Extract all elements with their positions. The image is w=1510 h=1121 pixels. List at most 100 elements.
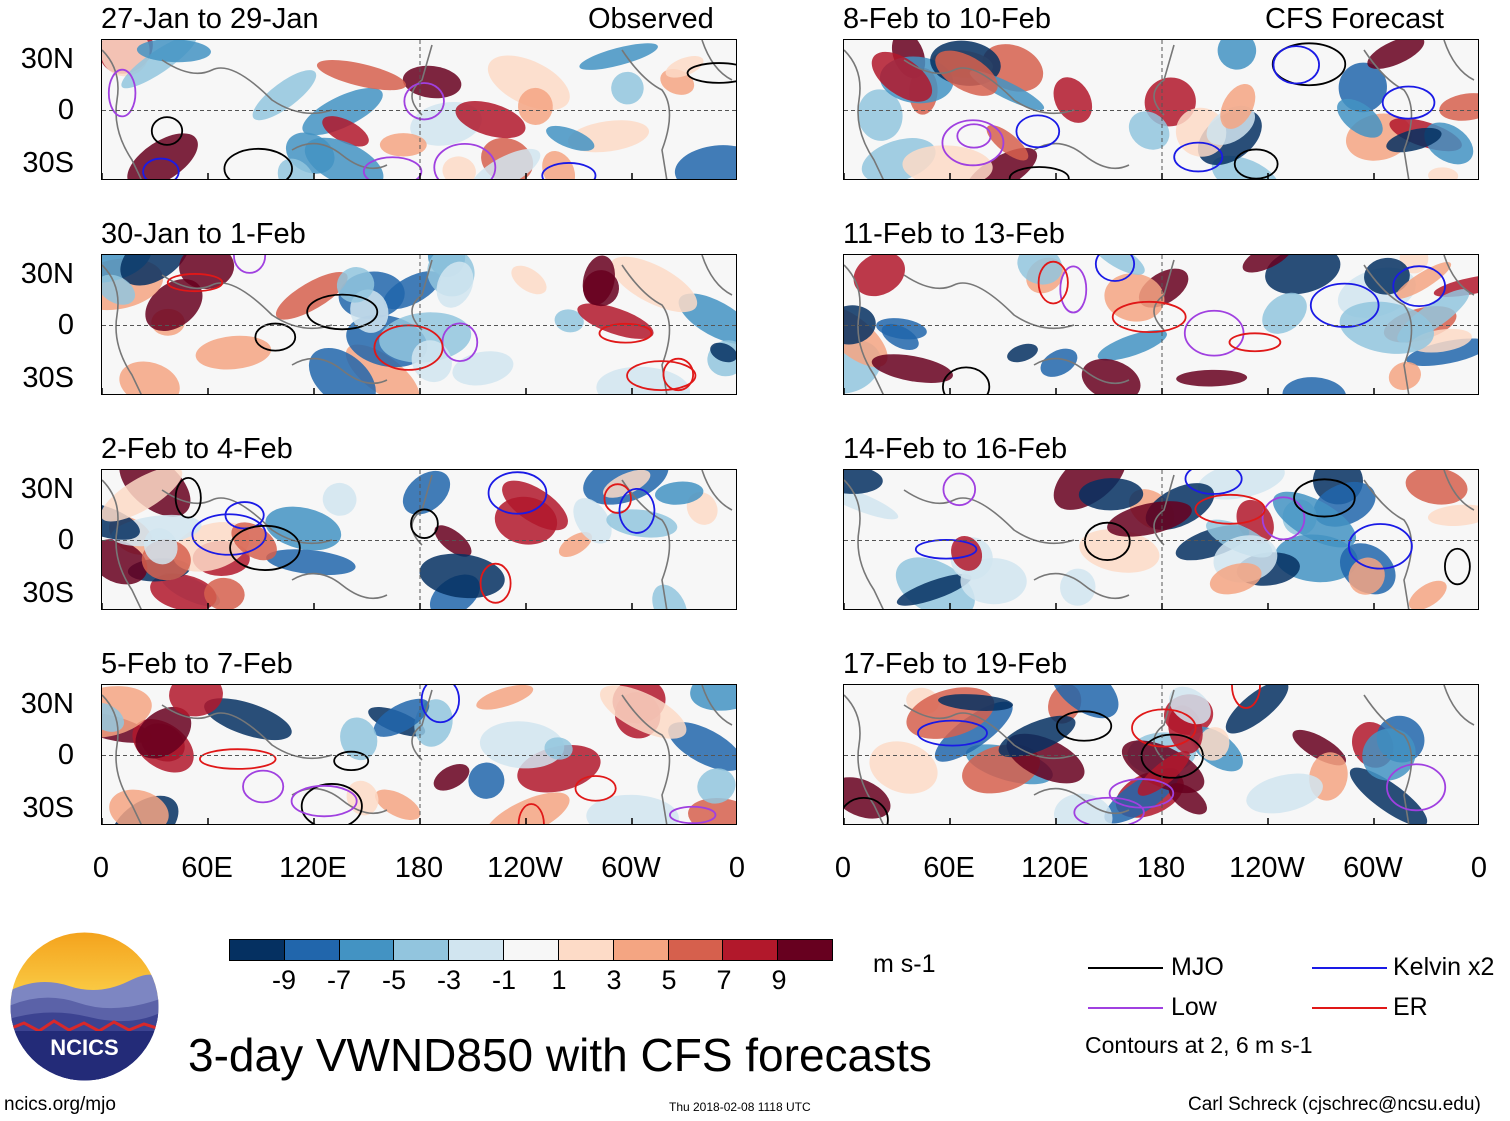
anomaly-blob — [1078, 478, 1144, 511]
anomaly-blob — [1262, 292, 1307, 334]
coastline — [161, 489, 333, 545]
anomaly-blob — [853, 255, 905, 297]
contour-line — [662, 357, 695, 392]
coastline — [291, 357, 388, 385]
colorbar-swatch — [668, 940, 724, 960]
anomaly-blob — [1137, 751, 1190, 796]
contour-line — [1231, 685, 1261, 709]
anomaly-blob — [690, 685, 736, 711]
anomaly-blob — [869, 741, 938, 794]
anomaly-blob — [434, 525, 472, 557]
anomaly-blob — [896, 573, 972, 606]
coastline — [1033, 572, 1130, 600]
coastline — [903, 704, 1075, 760]
anomaly-blob — [502, 480, 568, 531]
colorbar-swatch — [504, 940, 559, 960]
anomaly-blob — [902, 145, 993, 179]
anomaly-blob — [340, 717, 378, 761]
y-tick-label: 0 — [57, 739, 74, 771]
anomaly-blob — [857, 89, 903, 141]
anomaly-blob — [455, 101, 526, 139]
panel-title: 14-Feb to 16-Feb — [843, 433, 1068, 465]
anomaly-blob — [195, 335, 272, 370]
y-tick-label: 30S — [22, 792, 74, 824]
anomaly-blob — [871, 51, 933, 102]
x-tick-label: 120E — [279, 852, 347, 884]
x-tick-label: 60E — [181, 852, 233, 884]
contour-line — [174, 477, 202, 519]
colorbar-label: -5 — [381, 965, 406, 995]
figure-title: 3-day VWND850 with CFS forecasts — [188, 1029, 932, 1081]
contour-line — [626, 360, 697, 392]
anomaly-blob — [169, 685, 223, 717]
anomaly-blob — [844, 305, 876, 345]
contour-line — [373, 324, 444, 371]
anomaly-blob — [485, 792, 570, 824]
coastline — [102, 479, 142, 609]
contour-line — [142, 157, 180, 179]
coastline — [291, 787, 388, 815]
map-plot — [102, 685, 736, 824]
anomaly-blob — [145, 279, 203, 332]
anomaly-blob — [1169, 686, 1211, 725]
x-tick-label: 180 — [1136, 852, 1186, 884]
map-plot — [844, 470, 1478, 609]
coastline — [903, 489, 1075, 545]
anomaly-blob — [433, 763, 470, 791]
anomaly-blob — [204, 577, 245, 609]
contour-line — [1233, 148, 1279, 179]
map-plot — [844, 685, 1478, 824]
contour-line — [487, 471, 548, 515]
legend-line-kelvin — [1312, 967, 1387, 969]
anomaly-blob — [844, 470, 883, 494]
contour-line — [166, 273, 224, 293]
contour-line — [1444, 547, 1471, 586]
anomaly-blob — [375, 789, 421, 821]
x-tick-label: 0 — [834, 852, 852, 884]
contour-line — [433, 142, 497, 179]
coastline — [1443, 685, 1475, 726]
contour-line — [942, 472, 977, 507]
map-plot — [102, 470, 736, 609]
colorbar-swatch — [558, 940, 614, 960]
contour-line — [541, 162, 597, 179]
anomaly-blob — [136, 40, 211, 63]
anomaly-blob — [697, 768, 736, 804]
coastline — [1033, 142, 1130, 170]
contour-line — [300, 783, 363, 824]
anomaly-blob — [479, 721, 565, 769]
y-tick-label: 30N — [20, 43, 74, 75]
contour-line — [1194, 493, 1266, 525]
coastline — [161, 704, 333, 760]
legend-label-er: ER — [1393, 993, 1428, 1021]
anomaly-blob — [436, 261, 474, 308]
anomaly-blob — [1197, 727, 1230, 761]
anomaly-blob — [102, 702, 125, 732]
anomaly-blob — [345, 344, 420, 394]
coastline — [844, 479, 884, 609]
anomaly-blob — [1040, 348, 1078, 377]
coastline — [1443, 40, 1475, 81]
anomaly-blob — [935, 50, 998, 96]
contour-line — [224, 501, 265, 530]
site-link[interactable]: ncics.org/mjo — [4, 1094, 116, 1115]
coastline — [102, 264, 142, 394]
x-tick-label: 60W — [1343, 852, 1403, 884]
map-plot — [102, 255, 736, 394]
panel-title: 30-Jan to 1-Feb — [101, 218, 306, 250]
contour-line — [1183, 309, 1245, 357]
coastline — [621, 694, 671, 824]
contour-line — [229, 524, 301, 571]
panel-title: 27-Jan to 29-Jan — [101, 3, 319, 35]
anomaly-blob — [102, 502, 140, 540]
contour-line — [1309, 282, 1380, 328]
colorbar-swatch — [613, 940, 669, 960]
anomaly-blob — [179, 255, 235, 290]
contour-line — [107, 68, 137, 118]
anomaly-blob — [579, 43, 658, 70]
contour-line — [420, 685, 460, 724]
coastline — [1363, 479, 1413, 609]
panel-title: 5-Feb to 7-Feb — [101, 648, 293, 680]
y-tick-label: 0 — [57, 94, 74, 126]
anomaly-blob — [1242, 255, 1293, 273]
